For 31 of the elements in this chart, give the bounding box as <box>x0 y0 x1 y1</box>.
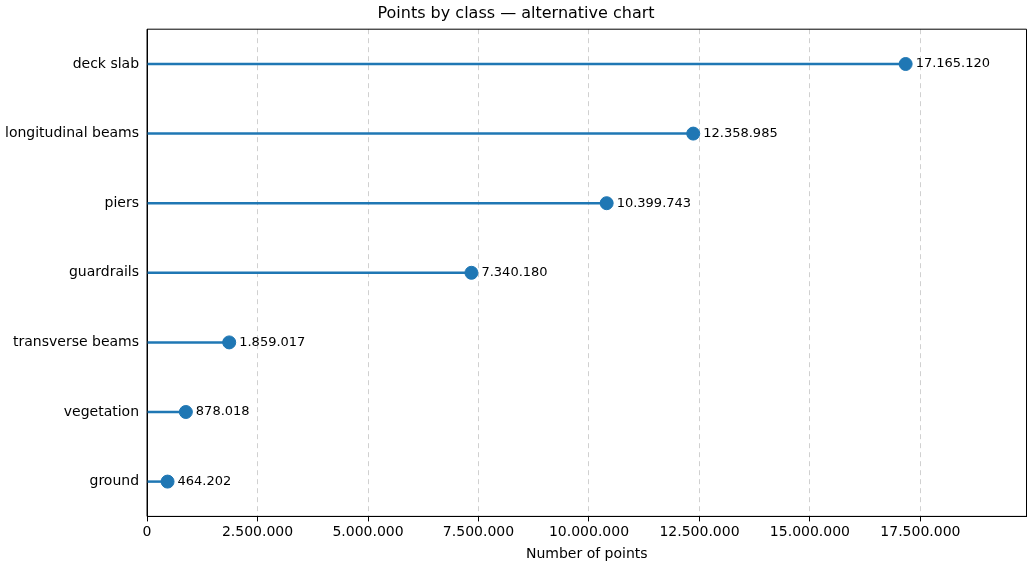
point <box>178 405 193 419</box>
point <box>160 474 175 489</box>
point <box>686 126 701 141</box>
point <box>599 196 614 211</box>
x-tick-label: 12.500.000 <box>659 523 740 540</box>
data-label: 464.202 <box>177 472 232 488</box>
point <box>222 335 237 350</box>
x-axis-title: Number of points <box>525 545 648 562</box>
y-tick-label: transverse beams <box>13 333 140 350</box>
data-label: 7.340.180 <box>481 264 548 280</box>
y-tick-label: ground <box>89 472 140 489</box>
data-label: 12.358.985 <box>703 124 778 140</box>
x-tick-label: 15.000.000 <box>769 523 851 540</box>
y-tick-label: longitudinal beams <box>5 124 140 141</box>
data-label: 878.018 <box>195 403 250 419</box>
data-label: 1.859.017 <box>239 333 306 349</box>
x-tick-label: 2.500.000 <box>221 523 294 540</box>
chart-title: Points by class — alternative chart <box>377 2 655 22</box>
x-tick-label: 17.500.000 <box>880 523 961 540</box>
data-label: 10.399.743 <box>616 194 692 210</box>
data-label: 17.165.120 <box>915 55 991 71</box>
y-tick-label: deck slab <box>72 54 140 71</box>
y-tick-label: vegetation <box>63 402 140 419</box>
y-tick-label: piers <box>104 193 140 210</box>
x-tick-label: 5.000.000 <box>332 523 404 540</box>
y-tick-label: guardrails <box>68 263 140 280</box>
point <box>464 265 479 280</box>
point <box>898 57 913 71</box>
x-tick-label: 7.500.000 <box>442 523 515 540</box>
x-tick-label: 10.000.000 <box>548 523 630 540</box>
x-tick-label: 0 <box>142 523 152 540</box>
